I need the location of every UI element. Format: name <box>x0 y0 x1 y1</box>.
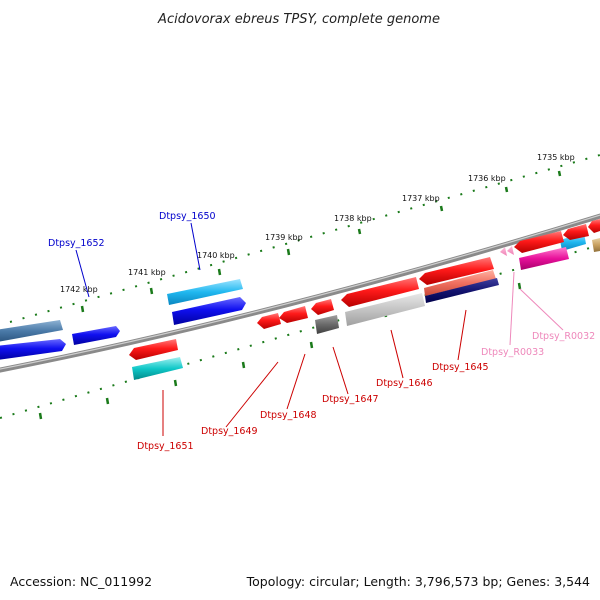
genome-backbone <box>0 213 600 373</box>
scale-label: 1740 kbp <box>197 251 235 260</box>
gene-feature[interactable] <box>132 357 183 380</box>
label-leader-lines <box>75 222 564 436</box>
backbone-line <box>0 213 600 373</box>
reverse-genes[interactable] <box>129 219 600 380</box>
gene-label[interactable]: Dtpsy_1645 <box>432 362 489 373</box>
major-tick-1737 <box>439 205 444 212</box>
gene-feature[interactable] <box>514 231 564 253</box>
gene-feature[interactable] <box>72 326 120 345</box>
major-tick-1736 <box>504 186 509 193</box>
rna-feature[interactable] <box>500 247 507 256</box>
major-tick-1740 <box>217 268 222 276</box>
major-tick-1735 <box>557 170 562 177</box>
gene-feature[interactable] <box>519 247 569 270</box>
gene-feature[interactable] <box>345 293 425 326</box>
gene-feature[interactable] <box>167 279 243 305</box>
major-tick-1738 <box>357 228 362 235</box>
scale-labels: 1735 kbp 1736 kbp 1737 kbp 1738 kbp 1739… <box>60 153 575 294</box>
gene-labels: Dtpsy_1652 Dtpsy_1650 Dtpsy_1651 Dtpsy_1… <box>48 211 595 452</box>
scale-label: 1742 kbp <box>60 285 98 294</box>
scale-label: 1741 kbp <box>128 268 166 277</box>
gene-feature[interactable] <box>588 219 600 233</box>
gene-feature[interactable] <box>311 299 334 315</box>
gene-feature[interactable] <box>563 224 589 240</box>
scale-label: 1739 kbp <box>265 233 303 242</box>
gene-feature[interactable] <box>257 313 281 329</box>
gene-feature[interactable] <box>419 257 494 285</box>
gene-label[interactable]: Dtpsy_1646 <box>376 378 433 389</box>
scale-label: 1735 kbp <box>537 153 575 162</box>
inner-scale-minor-ticks <box>0 244 600 419</box>
outer-scale-major-ticks <box>80 170 562 313</box>
gene-feature[interactable] <box>0 339 66 360</box>
gene-label[interactable]: Dtpsy_1650 <box>159 211 216 222</box>
gene-feature[interactable] <box>0 320 63 342</box>
gene-feature[interactable] <box>279 306 308 323</box>
gene-feature[interactable] <box>172 297 246 325</box>
forward-genes[interactable] <box>0 233 586 360</box>
scale-label: 1737 kbp <box>402 194 440 203</box>
major-tick-1739 <box>286 248 291 256</box>
gene-feature[interactable] <box>425 278 499 303</box>
gene-label[interactable]: Dtpsy_1651 <box>137 441 194 452</box>
accession-text: Accession: NC_011992 <box>10 574 152 589</box>
gene-feature[interactable] <box>424 270 496 296</box>
map-title: Acidovorax ebreus TPSY, complete genome <box>157 12 440 27</box>
gene-label[interactable]: Dtpsy_1649 <box>201 426 258 437</box>
gene-feature[interactable] <box>341 277 419 307</box>
scale-label: 1738 kbp <box>334 214 372 223</box>
rna-feature[interactable] <box>507 246 514 255</box>
gene-feature[interactable] <box>315 315 339 334</box>
gene-label[interactable]: Dtpsy_1647 <box>322 394 379 405</box>
gene-feature[interactable] <box>592 238 600 252</box>
gene-label[interactable]: Dtpsy_1652 <box>48 238 105 249</box>
gene-feature[interactable] <box>129 339 178 360</box>
gene-label[interactable]: Dtpsy_R0032 <box>532 331 595 342</box>
major-tick-1741 <box>149 287 154 295</box>
gene-label[interactable]: Dtpsy_R0033 <box>481 347 544 358</box>
genome-summary-text: Topology: circular; Length: 3,796,573 bp… <box>246 574 590 589</box>
scale-label: 1736 kbp <box>468 174 506 183</box>
gene-label[interactable]: Dtpsy_1648 <box>260 410 317 421</box>
major-tick-1742 <box>80 305 85 313</box>
